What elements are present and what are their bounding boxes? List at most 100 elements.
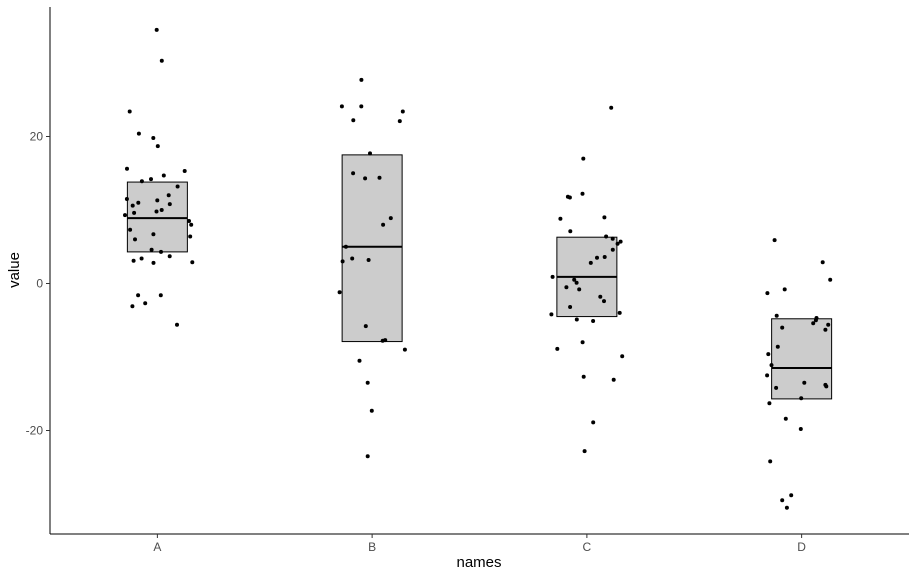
point-A-36	[158, 293, 163, 298]
point-D-8	[811, 321, 816, 326]
boxes-layer	[126, 154, 833, 400]
point-D-0	[772, 238, 777, 243]
point-C-10	[618, 239, 623, 244]
point-B-11	[381, 222, 386, 227]
y-axis-ticks: -20 0 20	[26, 130, 50, 438]
point-A-0	[154, 27, 159, 32]
point-C-28	[580, 340, 585, 345]
point-A-33	[190, 260, 195, 265]
point-A-1	[159, 58, 164, 63]
point-B-19	[380, 338, 385, 343]
point-B-21	[357, 358, 362, 363]
point-B-5	[397, 119, 402, 124]
point-B-10	[388, 216, 393, 221]
point-C-17	[572, 277, 577, 282]
point-A-20	[132, 210, 137, 215]
point-D-15	[765, 373, 770, 378]
point-D-10	[780, 325, 785, 330]
point-A-8	[161, 173, 166, 178]
point-A-24	[128, 227, 133, 232]
point-C-11	[615, 241, 620, 246]
point-D-14	[769, 363, 774, 368]
point-A-31	[139, 256, 144, 261]
point-D-12	[775, 344, 780, 349]
point-A-35	[136, 293, 141, 298]
box-B	[341, 154, 403, 343]
x-axis-ticks: A B C D	[153, 534, 806, 554]
box-body-A	[126, 181, 188, 253]
point-C-27	[591, 319, 596, 323]
x-tick-label-A: A	[153, 540, 161, 554]
point-D-20	[799, 396, 804, 401]
point-D-19	[774, 385, 779, 390]
y-tick-label-1: 0	[36, 277, 43, 291]
point-C-1	[581, 156, 586, 161]
x-axis-title: names	[456, 554, 501, 571]
point-D-1	[820, 260, 825, 265]
point-D-2	[828, 277, 833, 282]
point-A-18	[159, 208, 164, 212]
point-D-22	[783, 416, 788, 421]
point-B-16	[337, 290, 342, 295]
point-A-23	[189, 222, 194, 227]
point-A-25	[151, 232, 156, 237]
point-B-9	[363, 176, 368, 181]
point-A-29	[159, 249, 163, 254]
point-B-23	[369, 408, 374, 413]
point-C-31	[581, 374, 586, 379]
point-A-7	[182, 169, 187, 173]
point-D-26	[780, 498, 785, 503]
point-A-37	[143, 301, 148, 306]
point-D-24	[768, 459, 773, 464]
point-C-25	[549, 312, 554, 317]
point-B-17	[363, 324, 368, 329]
point-C-29	[555, 346, 560, 351]
point-C-32	[611, 377, 616, 382]
y-axis-title: value	[6, 252, 23, 288]
point-C-21	[598, 294, 603, 299]
point-A-30	[167, 254, 172, 259]
x-tick-label-B: B	[368, 540, 376, 554]
point-A-12	[166, 193, 171, 198]
point-A-4	[151, 136, 156, 140]
point-C-20	[577, 287, 582, 292]
point-A-14	[155, 198, 160, 203]
y-tick-label-0: -20	[26, 424, 44, 438]
point-A-19	[154, 209, 159, 214]
point-C-24	[617, 310, 622, 315]
point-C-23	[568, 305, 573, 309]
point-C-33	[591, 420, 596, 425]
point-C-19	[564, 285, 569, 290]
point-A-3	[136, 131, 141, 136]
point-B-8	[377, 175, 382, 180]
box-A	[126, 181, 188, 253]
points-layer	[123, 27, 833, 510]
point-A-21	[123, 213, 127, 218]
point-B-6	[368, 151, 372, 156]
point-A-5	[155, 144, 160, 149]
point-D-21	[767, 401, 772, 406]
point-B-20	[402, 347, 407, 352]
point-A-22	[187, 219, 191, 223]
point-A-9	[149, 177, 153, 182]
point-C-12	[610, 247, 615, 252]
point-D-9	[826, 322, 831, 327]
point-C-26	[574, 317, 579, 322]
box-C	[556, 236, 618, 318]
point-B-13	[350, 256, 355, 261]
point-C-2	[580, 191, 585, 196]
point-C-22	[602, 299, 606, 304]
point-C-30	[620, 354, 625, 359]
point-A-39	[175, 322, 179, 327]
point-C-7	[568, 229, 573, 234]
point-C-13	[602, 255, 607, 259]
point-C-6	[558, 216, 563, 221]
box-body-B	[341, 154, 403, 343]
point-A-2	[127, 109, 132, 114]
point-B-14	[366, 258, 371, 262]
point-A-16	[167, 202, 172, 207]
point-C-8	[604, 234, 609, 239]
point-A-17	[130, 203, 135, 208]
point-D-16	[802, 380, 807, 385]
point-A-32	[131, 258, 136, 263]
